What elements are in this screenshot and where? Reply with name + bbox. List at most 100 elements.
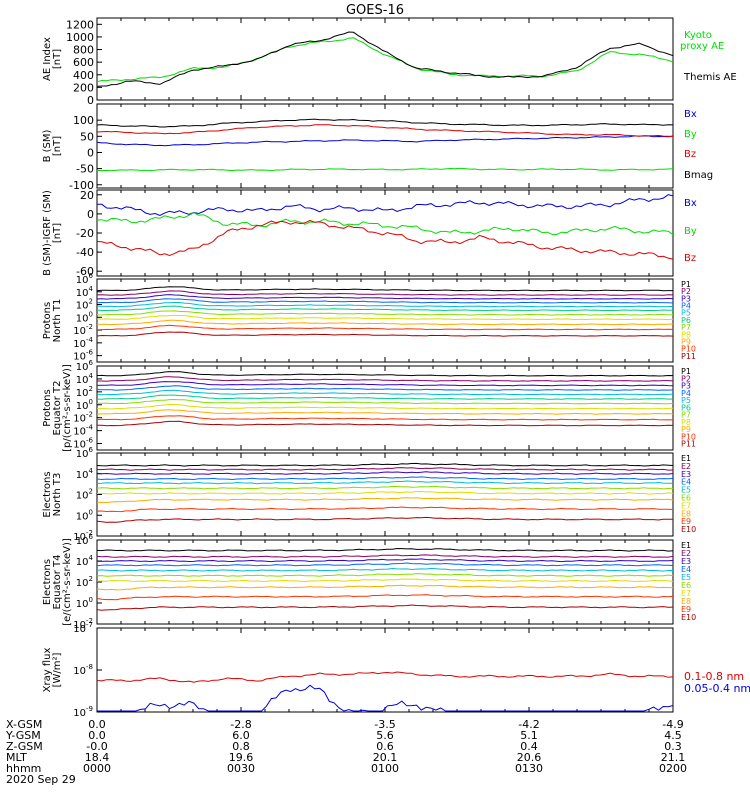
channel-line-p8 — [96, 403, 674, 410]
channel-line-p2 — [96, 290, 674, 296]
footer-value: 0.0 — [88, 718, 106, 731]
channel-legend-label: P9 — [681, 425, 691, 434]
channel-line-e2 — [96, 554, 674, 558]
panel-frame-2 — [96, 189, 674, 277]
channel-legend-label: P10 — [681, 345, 696, 354]
y-tick-label: 10-8 — [73, 663, 93, 677]
channel-legend-label: E1 — [681, 541, 691, 550]
y-axis-label: Electrons — [42, 471, 53, 517]
y-axis-label: [nT] — [52, 136, 63, 156]
channel-legend-label: P3 — [681, 294, 691, 303]
footer-value: 0030 — [227, 762, 255, 775]
channel-line-p10 — [96, 324, 674, 331]
channel-line-p3 — [96, 294, 674, 300]
legend-b-by: By — [684, 129, 697, 140]
channel-line-p1 — [96, 371, 674, 377]
panel-7-plot-area: 10-7 10-8 10-9 — [73, 621, 674, 719]
panel-frame-7 — [96, 627, 674, 713]
channel-line-p11 — [96, 420, 674, 427]
footer-value: 0.0 — [88, 729, 106, 742]
footer-value: -4.2 — [518, 718, 539, 731]
panel-3-plot-area: 10610410210010-210-410-6P1P2P3P4P5P6P7P8… — [73, 272, 696, 363]
y-axis-label: [W/m²] — [52, 652, 63, 687]
channel-line-e4 — [96, 562, 674, 567]
channel-legend-label: P2 — [681, 374, 691, 383]
channel-legend-label: P7 — [681, 323, 691, 332]
channel-legend-label: E3 — [681, 557, 691, 566]
channel-line-p7 — [96, 398, 674, 405]
series-line-by — [96, 167, 674, 172]
footer-value: 5.1 — [520, 729, 538, 742]
footer-value: 21.1 — [661, 751, 686, 764]
panel-4-plot-area: 10610410210010-210-410-6P1P2P3P4P5P6P7P8… — [73, 359, 696, 451]
footer-value: 4.5 — [664, 729, 682, 742]
series-line-themis-ae — [96, 31, 674, 87]
channel-legend-label: P1 — [681, 367, 691, 376]
date-label: 2020 Sep 29 — [6, 774, 76, 785]
y-tick-label: 102 — [76, 488, 93, 502]
y-axis-label: AE Index — [42, 37, 53, 81]
footer-value: 6.0 — [232, 729, 250, 742]
channel-line-p9 — [96, 409, 674, 415]
footer-row-ygsm: Y-GSM — [6, 730, 41, 741]
channel-legend-label: P5 — [681, 396, 691, 405]
footer-label: hhmm — [6, 762, 42, 775]
y-tick-label: 10-4 — [73, 424, 93, 438]
y-tick-label: 50 — [80, 130, 94, 143]
channel-legend-label: E5 — [681, 573, 691, 582]
channel-line-e6 — [96, 485, 674, 490]
footer-value: 0130 — [515, 762, 543, 775]
channel-legend-label: E5 — [681, 486, 691, 495]
y-axis-label: Protons — [42, 389, 53, 426]
series-line-xray-1 — [97, 684, 674, 712]
y-tick-label: 106 — [76, 359, 94, 373]
legend-xray-long: 0.1-0.8 nm — [684, 670, 744, 683]
channel-line-e1 — [96, 547, 674, 552]
footer-value: 5.6 — [376, 729, 394, 742]
channel-legend-label: E7 — [681, 501, 691, 510]
y-axis-label: B (SM)-IGRF (SM) — [42, 190, 53, 276]
channel-legend-label: E9 — [681, 517, 691, 526]
series-line-by — [96, 212, 674, 236]
date-text: 2020 Sep 29 — [6, 773, 76, 786]
footer-value: 20.6 — [517, 751, 542, 764]
channel-legend-label: P1 — [681, 280, 691, 289]
channel-line-e5 — [96, 567, 673, 572]
y-tick-label: 102 — [76, 575, 93, 589]
footer-value: -3.5 — [374, 718, 395, 731]
channel-line-e7 — [96, 490, 674, 495]
series-line-bz — [96, 219, 674, 260]
channel-legend-label: P6 — [681, 316, 691, 325]
y-tick-label: -60 — [76, 265, 94, 278]
footer-value: 18.4 — [85, 751, 110, 764]
footer-row-xgsm: X-GSM — [6, 719, 42, 730]
channel-line-e7 — [96, 578, 674, 583]
channel-legend-label: P4 — [681, 302, 691, 311]
y-axis-label: [e/(cm²-s-sr-keV)] — [62, 538, 73, 626]
channel-line-e6 — [96, 573, 674, 577]
channel-legend-label: P8 — [681, 418, 691, 427]
channel-legend-label: E2 — [681, 549, 691, 558]
y-axis-label: North T1 — [52, 299, 63, 343]
channel-legend-label: P8 — [681, 330, 691, 339]
channel-legend-label: E3 — [681, 470, 691, 479]
channel-line-e4 — [96, 476, 674, 481]
channel-line-e3 — [96, 471, 674, 475]
channel-line-e2 — [96, 467, 674, 471]
y-tick-label: 104 — [76, 467, 94, 481]
channel-legend-label: P11 — [681, 352, 696, 361]
channel-line-p4 — [96, 385, 674, 391]
channel-line-p4 — [96, 298, 674, 304]
y-tick-label: 1000 — [66, 31, 94, 44]
channel-line-p6 — [96, 305, 674, 312]
legend-db-bz: Bz — [684, 253, 696, 264]
y-tick-label: 20 — [80, 189, 94, 202]
channel-line-e8 — [96, 497, 674, 504]
legend-b-bz: Bz — [684, 149, 696, 160]
footer-value: -4.9 — [662, 718, 683, 731]
channel-line-e10 — [96, 604, 674, 611]
y-tick-label: 0 — [87, 146, 94, 159]
y-tick-label: 104 — [76, 554, 94, 568]
